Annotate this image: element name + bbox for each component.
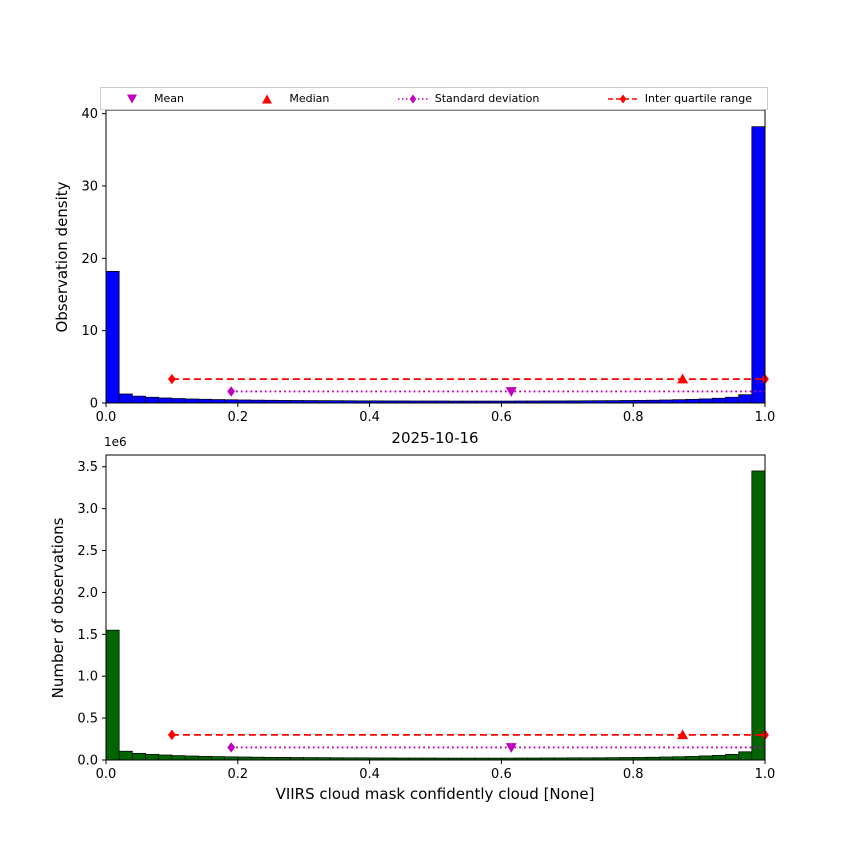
- y-tick-label: 2.0: [77, 586, 98, 601]
- histogram-bar: [711, 397, 726, 404]
- histogram-bar: [145, 396, 160, 404]
- triangle-down-marker: [127, 94, 137, 103]
- histogram-bar: [105, 629, 120, 761]
- histogram-bar: [698, 755, 713, 761]
- x-tick-label: 0.6: [491, 767, 512, 782]
- histogram-bar: [132, 395, 146, 404]
- y-tick-label: 1.0: [77, 670, 98, 685]
- histogram-bar: [118, 393, 133, 404]
- triangle-down-icon: [127, 94, 137, 103]
- x-axis-label: VIIRS cloud mask confidently cloud [None…: [275, 785, 595, 803]
- histogram-bar: [211, 756, 225, 761]
- histogram-bar: [751, 470, 766, 761]
- y-tick-label: 0: [90, 397, 98, 412]
- x-tick-label: 0.8: [623, 410, 644, 425]
- y-tick-label: 20: [81, 252, 98, 267]
- x-tick-label: 0.0: [96, 767, 117, 782]
- axes-frame: [105, 109, 766, 404]
- std-left-marker: [227, 742, 236, 753]
- histogram-bar: [738, 751, 753, 761]
- histogram-bar: [698, 398, 713, 404]
- y-tick-label: 0.0: [77, 754, 98, 769]
- histogram-bar: [118, 750, 133, 761]
- histogram-bar: [725, 753, 739, 761]
- histogram-bar: [711, 754, 726, 761]
- histogram-bar: [685, 756, 700, 761]
- legend-item-mean: Mean: [116, 93, 184, 105]
- legend-item-median: Median: [251, 93, 329, 105]
- y-tick-label: 40: [81, 107, 98, 122]
- diamond-marker: [619, 94, 627, 103]
- histogram-bar: [725, 396, 739, 404]
- legend-label: Standard deviation: [434, 92, 540, 105]
- diamond-marker: [409, 94, 417, 103]
- mean-marker: [505, 743, 517, 753]
- triangle-up-marker: [262, 94, 273, 103]
- legend-label: Inter quartile range: [644, 92, 752, 105]
- histogram-bar: [197, 755, 212, 761]
- y-tick-label: 0.5: [77, 712, 98, 727]
- diamond-icon: [607, 94, 638, 103]
- histogram-bar: [158, 754, 173, 761]
- iqr-left-marker: [168, 729, 176, 741]
- observation-density-histogram: 0.0 0.2 0.4 0.6 0.8 1.0 0 10 20 30 40: [81, 107, 775, 425]
- histogram-bar: [158, 397, 173, 404]
- y-tick-label: 10: [81, 324, 98, 339]
- mean-marker: [505, 387, 517, 397]
- legend-item-standard-deviation: Standard deviation: [397, 92, 540, 105]
- std-left-marker: [227, 386, 236, 397]
- legend-item-inter-quartile-range: Inter quartile range: [607, 93, 752, 105]
- x-tick-label: 0.2: [227, 767, 248, 782]
- diamond-icon: [397, 94, 428, 103]
- x-tick-label: 0.0: [96, 410, 117, 425]
- histogram-bar: [211, 399, 225, 404]
- x-tick-label: 0.2: [227, 410, 248, 425]
- x-tick-label: 0.4: [359, 767, 380, 782]
- histogram-bar: [105, 270, 120, 404]
- histogram-bar: [738, 394, 753, 404]
- histogram-bar: [171, 755, 186, 761]
- y-tick-label: 2.5: [77, 544, 98, 559]
- number-of-observations-histogram: 0.0 0.2 0.4 0.6 0.8 1.0 0.0 0.5 1.0 1.5 2.0 2.5 3.0 3…: [77, 454, 776, 782]
- y-axis-label-bottom: Number of observations: [49, 517, 67, 699]
- y-axis-label-top: Observation density: [53, 181, 71, 333]
- x-tick-label: 1.0: [755, 410, 776, 425]
- y-tick-label: 1.5: [77, 628, 98, 643]
- x-tick-label: 0.4: [359, 410, 380, 425]
- y-tick-label: 30: [81, 179, 98, 194]
- legend-label: Mean: [154, 92, 184, 105]
- triangle-up-icon: [262, 94, 273, 103]
- x-tick-label: 0.6: [491, 410, 512, 425]
- y-axis-offset-label: 1e6: [104, 435, 127, 449]
- iqr-left-marker: [168, 373, 176, 385]
- axes-frame: [105, 454, 766, 761]
- histogram-bar: [197, 398, 212, 404]
- median-marker: [677, 373, 689, 384]
- y-tick-label: 3.5: [77, 460, 98, 475]
- histogram-bar: [171, 398, 186, 404]
- legend-label: Median: [289, 92, 330, 105]
- histogram-bar: [685, 398, 700, 404]
- histogram-bar: [132, 752, 146, 761]
- histogram-bar: [145, 753, 160, 761]
- histogram-bar: [184, 398, 199, 404]
- legend: Mean Median Standard deviation Inter quarti…: [100, 87, 768, 110]
- subplot-title: 2025-10-16: [391, 429, 479, 447]
- x-tick-label: 0.8: [623, 767, 644, 782]
- histogram-bar: [751, 126, 766, 404]
- median-marker: [677, 729, 689, 740]
- y-tick-label: 3.0: [77, 502, 98, 517]
- histogram-bar: [184, 755, 199, 761]
- x-tick-label: 1.0: [755, 767, 776, 782]
